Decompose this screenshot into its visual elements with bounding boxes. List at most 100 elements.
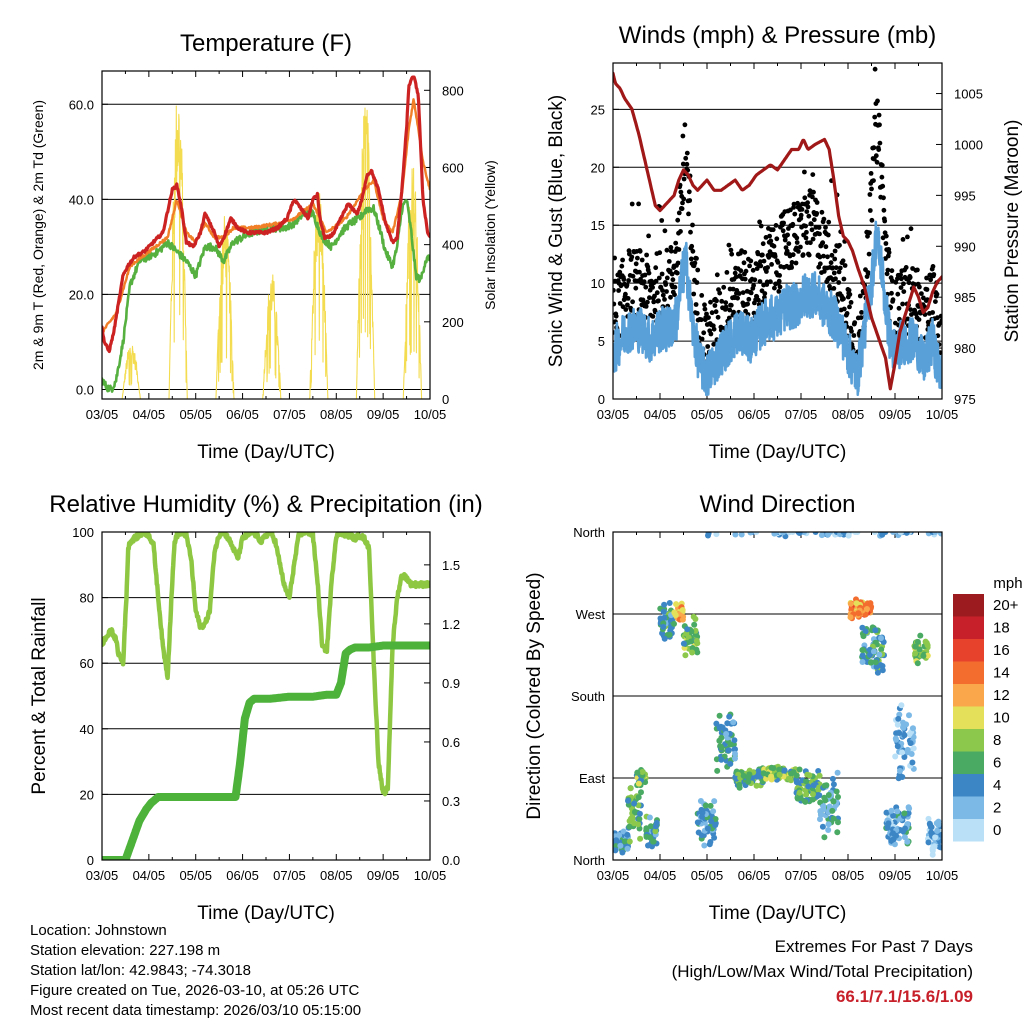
gust-point: [823, 225, 828, 230]
wind-direction-point: [796, 789, 803, 796]
gust-point: [675, 217, 681, 223]
gust-point: [732, 270, 738, 276]
gust-point: [769, 262, 774, 267]
gust-point: [758, 259, 763, 265]
wind-direction-point: [801, 532, 808, 535]
gust-point: [708, 331, 714, 337]
x-tick-label: 07/05: [785, 868, 818, 883]
gust-point: [699, 336, 705, 342]
gust-point: [875, 98, 880, 104]
wind-direction-point: [833, 788, 840, 795]
wind-direction-point: [847, 600, 854, 607]
winds-plot-area: [613, 66, 942, 397]
elevation-text: Station elevation: 227.198 m: [30, 942, 221, 959]
gust-point: [623, 307, 629, 312]
x-tick-label: 09/05: [367, 407, 400, 422]
y-tick-label: 20: [80, 787, 94, 802]
gust-point: [881, 207, 887, 213]
wind-direction-point: [910, 725, 916, 732]
y-tick-label: East: [579, 771, 605, 786]
y2-tick-label: 200: [442, 315, 464, 330]
gust-point: [821, 269, 827, 274]
colorbar-label: 14: [993, 665, 1010, 682]
gust-point: [674, 270, 680, 276]
gust-point: [785, 232, 790, 238]
gust-point: [735, 295, 740, 301]
gust-point: [908, 226, 914, 232]
gust-point: [694, 256, 699, 261]
gust-point: [623, 291, 628, 297]
gust-point: [789, 265, 794, 270]
location-text: Location: Johnstown: [30, 922, 167, 939]
gust-point: [762, 291, 768, 296]
gust-point: [933, 299, 938, 304]
gust-point: [757, 279, 763, 284]
wind-direction-point: [829, 807, 836, 814]
gust-point: [691, 291, 697, 297]
gust-point: [924, 275, 929, 281]
relative-humidity-line: [102, 532, 430, 797]
wind-direction-point: [652, 823, 659, 830]
wind-direction-point: [732, 750, 738, 757]
gust-point: [805, 204, 811, 210]
wind-direction-point: [716, 712, 723, 719]
colorbar-swatch: [953, 661, 984, 684]
gust-point: [726, 242, 732, 248]
gust-point: [630, 273, 636, 279]
gust-point: [780, 228, 786, 234]
gust-point: [790, 252, 796, 258]
wind-direction-point: [713, 532, 720, 538]
gust-point: [680, 161, 686, 167]
gust-point: [642, 272, 648, 278]
y2-tick-label: 0.6: [442, 735, 460, 750]
wind-direction-point: [613, 847, 619, 854]
wind-direction-point: [822, 797, 829, 804]
wind-direction-point: [786, 532, 793, 536]
gust-point: [905, 234, 910, 240]
gust-point: [784, 248, 790, 254]
wind-direction-point: [899, 749, 906, 756]
gust-point: [668, 245, 674, 250]
wind-direction-point: [932, 532, 939, 535]
wind-direction-point: [727, 741, 734, 748]
gust-point: [705, 344, 711, 349]
wind-direction-point: [900, 724, 906, 731]
gust-point: [698, 317, 704, 323]
recent-data-text: Most recent data timestamp: 2026/03/10 0…: [30, 1002, 362, 1019]
gust-point: [740, 290, 746, 295]
gust-point: [651, 299, 657, 305]
wind-direction-point: [925, 839, 932, 846]
total-precipitation-line: [102, 641, 430, 860]
wind-direction-point: [647, 823, 654, 830]
gust-point: [694, 280, 700, 285]
y-tick-label: 80: [80, 591, 94, 606]
gust-point: [626, 278, 631, 283]
gust-point: [645, 299, 650, 305]
humidity-precip-chart: Relative Humidity (%) & Precipitation (i…: [29, 491, 483, 924]
wind-direction-point: [626, 823, 633, 830]
wind-direction-point: [888, 807, 895, 814]
wind-direction-point: [895, 715, 902, 722]
colorbar-swatch: [953, 796, 984, 819]
gust-point: [868, 171, 874, 176]
wind-direction-point: [864, 606, 870, 612]
y2-tick-label: 975: [954, 392, 976, 407]
wind-direction-point: [867, 651, 873, 658]
gust-point: [866, 270, 872, 276]
y-tick-label: 25: [591, 102, 605, 117]
wind-direction-point: [629, 814, 636, 821]
gust-point: [800, 252, 806, 258]
gust-point: [727, 307, 733, 313]
x-tick-label: 06/05: [738, 407, 771, 422]
x-axis-label: Time (Day/UTC): [197, 442, 335, 463]
gust-point: [814, 200, 820, 205]
wind-direction-point: [937, 844, 942, 851]
gust-point: [841, 296, 846, 302]
y-tick-label: 5: [598, 334, 605, 349]
gust-point: [939, 318, 942, 324]
gust-point: [630, 299, 635, 305]
gust-point: [817, 254, 823, 260]
y-tick-label: South: [571, 689, 605, 704]
gust-point: [684, 161, 690, 167]
